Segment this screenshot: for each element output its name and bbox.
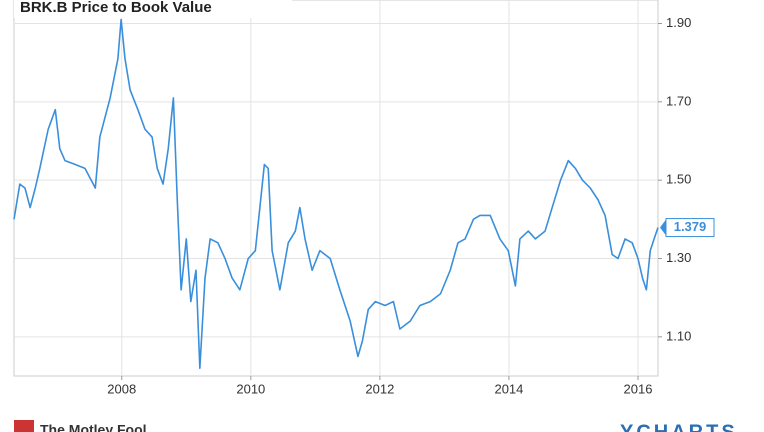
chart-title: BRK.B Price to Book Value <box>20 0 212 16</box>
title-background <box>14 0 292 18</box>
y-tick-label: 1.30 <box>666 250 691 265</box>
data-line <box>13 18 659 369</box>
x-tick-label: 2014 <box>494 381 523 396</box>
x-tick-label: 2012 <box>365 381 394 396</box>
x-tick-label: 2008 <box>107 381 136 396</box>
y-tick-label: 1.90 <box>666 15 691 30</box>
x-tick-label: 2010 <box>236 381 265 396</box>
logo-icon <box>14 420 34 432</box>
last-value-label: 1.379 <box>674 219 707 234</box>
plot-area <box>13 0 659 377</box>
y-tick-label: 1.70 <box>666 93 691 108</box>
last-value-pointer <box>660 219 666 236</box>
marks <box>13 18 659 369</box>
footer-right: YCHARTS <box>620 421 738 432</box>
y-tick-label: 1.50 <box>666 172 691 187</box>
y-tick-label: 1.10 <box>666 328 691 343</box>
footer-left: The Motley Fool <box>40 422 147 432</box>
last-value-box <box>665 218 715 238</box>
x-tick-label: 2016 <box>624 381 653 396</box>
